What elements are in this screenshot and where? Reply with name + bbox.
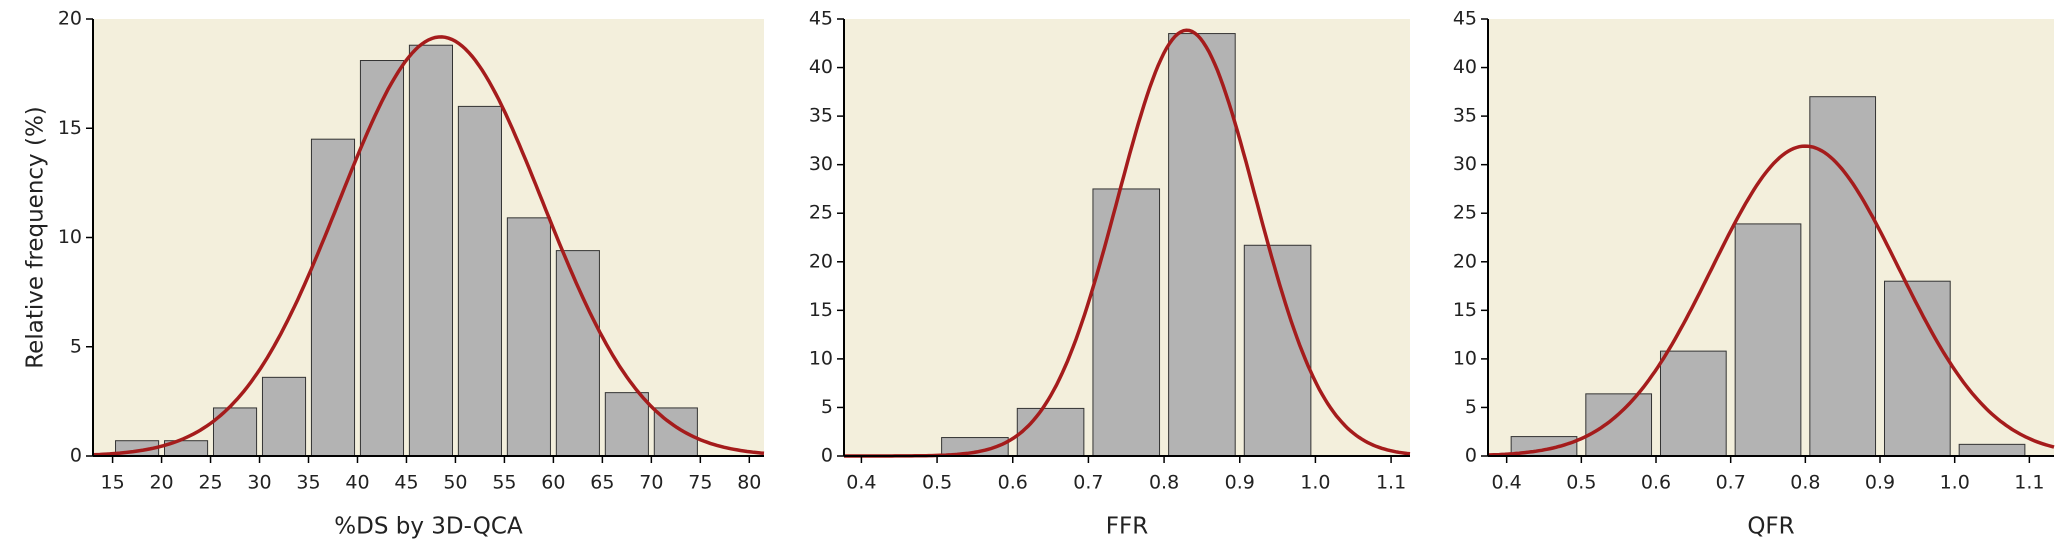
x-tick-label: 20 [149, 472, 173, 494]
y-tick-label: 0 [70, 445, 82, 467]
y-tick-label: 35 [809, 105, 833, 127]
x-axis-title: QFR [1747, 514, 1794, 540]
y-tick-label: 5 [1465, 396, 1477, 418]
y-tick-label: 20 [809, 250, 833, 272]
y-tick-label: 20 [58, 8, 82, 30]
x-tick-label: 70 [639, 472, 663, 494]
y-tick-label: 10 [809, 347, 833, 369]
x-tick-label: 65 [590, 472, 614, 494]
x-tick-label: 50 [443, 472, 467, 494]
bar [359, 60, 405, 457]
x-tick-label: 0.8 [1790, 472, 1820, 494]
x-tick-label: 25 [198, 472, 222, 494]
y-tick-label: 40 [809, 56, 833, 78]
x-tick-label: 0.5 [922, 472, 952, 494]
y-tick-label: 10 [1453, 347, 1477, 369]
bar [1809, 96, 1877, 457]
x-tick-label: 1.0 [1940, 472, 1970, 494]
x-tick-label: 1.0 [1300, 472, 1330, 494]
x-tick-label: 75 [688, 472, 712, 494]
y-tick-label: 20 [1453, 250, 1477, 272]
x-tick-label: 0.6 [1641, 472, 1671, 494]
bar [1016, 407, 1085, 457]
x-tick-label: 1.1 [2014, 472, 2044, 494]
y-tick-label: 10 [58, 226, 82, 248]
x-tick-label: 30 [247, 472, 271, 494]
bar [1958, 443, 2026, 457]
bar [1092, 188, 1161, 457]
x-tick-label: 0.7 [1073, 472, 1103, 494]
bar [1659, 350, 1727, 457]
bar [261, 376, 307, 457]
x-tick-label: 60 [541, 472, 565, 494]
x-tick-label: 0.4 [1492, 472, 1522, 494]
bar [310, 138, 356, 457]
y-tick-label: 35 [1453, 105, 1477, 127]
y-tick-label: 15 [58, 117, 82, 139]
y-tick-label: 0 [1465, 445, 1477, 467]
bar [604, 392, 649, 457]
y-tick-label: 25 [809, 202, 833, 224]
bar [1883, 280, 1951, 457]
x-tick-label: 0.6 [998, 472, 1028, 494]
fit-curve [1487, 144, 2055, 457]
x-tick-label: 35 [296, 472, 320, 494]
x-tick-label: 0.8 [1149, 472, 1179, 494]
bar [506, 217, 551, 457]
x-tick-label: 0.9 [1225, 472, 1255, 494]
x-tick-label: 0.4 [846, 472, 876, 494]
y-tick-label: 30 [809, 153, 833, 175]
bar [457, 105, 502, 457]
y-tick-label: 30 [1453, 153, 1477, 175]
x-tick-label: 80 [737, 472, 761, 494]
y-tick-label: 45 [809, 8, 833, 30]
y-tick-label: 15 [809, 299, 833, 321]
bar [1734, 223, 1802, 457]
bar [555, 250, 600, 457]
y-tick-label: 5 [70, 335, 82, 357]
y-tick-label: 45 [1453, 8, 1477, 30]
y-tick-label: 0 [821, 445, 833, 467]
x-tick-label: 55 [492, 472, 516, 494]
bar [1585, 393, 1653, 457]
x-tick-label: 40 [345, 472, 369, 494]
y-tick-label: 25 [1453, 202, 1477, 224]
x-tick-label: 45 [394, 472, 418, 494]
x-tick-label: 15 [100, 472, 124, 494]
x-tick-label: 1.1 [1376, 472, 1406, 494]
y-tick-label: 40 [1453, 56, 1477, 78]
x-tick-label: 0.5 [1566, 472, 1596, 494]
x-axis-title: %DS by 3D-QCA [334, 514, 523, 540]
x-tick-label: 0.7 [1716, 472, 1746, 494]
fit-curve [92, 35, 765, 457]
bar [408, 44, 453, 457]
bar [1168, 33, 1236, 457]
y-tick-label: 5 [821, 396, 833, 418]
x-axis-title: FFR [1106, 514, 1148, 540]
x-tick-label: 0.9 [1865, 472, 1895, 494]
y-tick-label: 15 [1453, 299, 1477, 321]
y-axis-title: Relative frequency (%) [23, 106, 49, 369]
